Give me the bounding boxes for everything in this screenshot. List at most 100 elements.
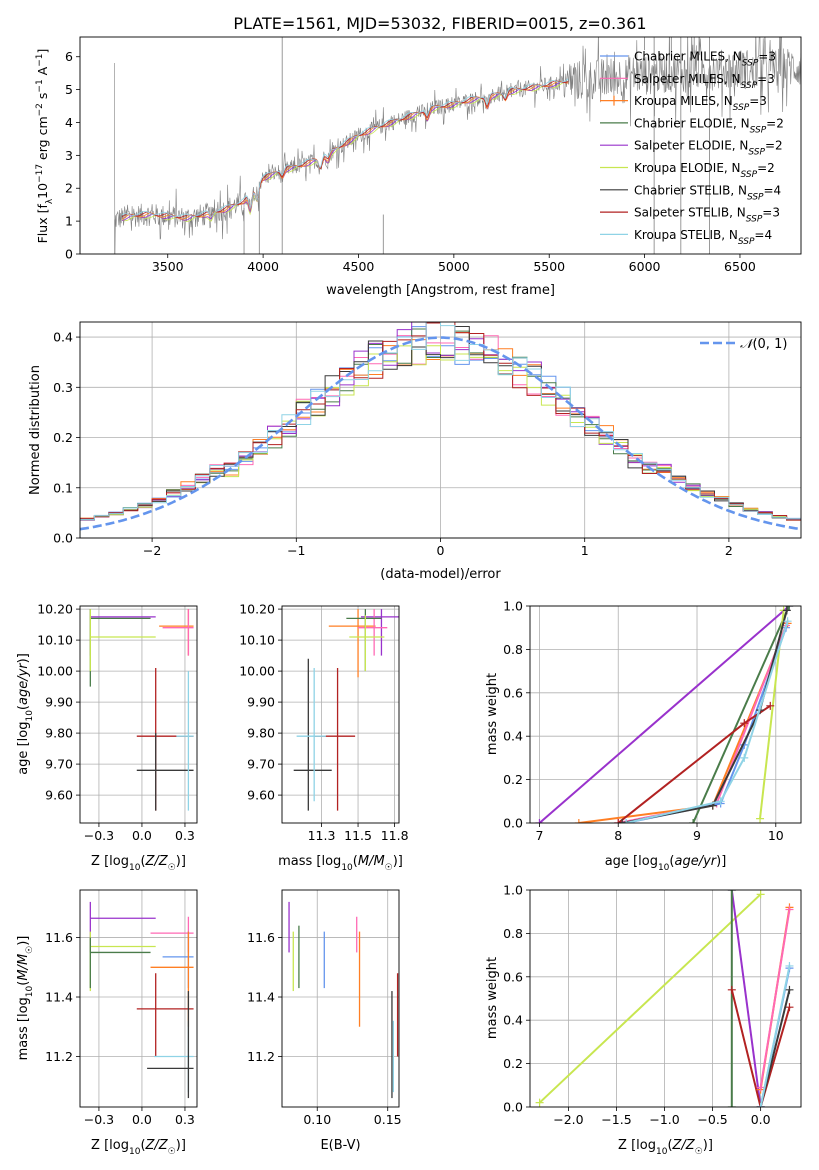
x-tick-label: 1 (581, 543, 589, 558)
x-axis-label: age [log10(age/yr)] (605, 854, 727, 873)
y-tick-label: 9.70 (247, 757, 275, 772)
y-tick-label: 5 (65, 82, 73, 97)
legend-label: Chabrier STELIB, NSSP=4 (634, 183, 781, 202)
point-salpeter_stelib (136, 973, 194, 1057)
mass_vs_Z-panel: −0.3 0.0 0.3 11.2 11.4 11.6 Z [log10(Z/Z☉)] mas… (16, 889, 198, 1157)
series-marker (783, 617, 792, 626)
y-tick-label: 0.4 (503, 1013, 523, 1028)
point-chabrier_elodie (89, 937, 151, 989)
y-tick-label: 9.80 (247, 726, 275, 741)
weight_vs_age-panel: 7 8 9 10 0.0 0.2 0.4 0.6 0.8 1.0 age [log10(age/yr… (485, 599, 802, 873)
y-tick-label: 10.00 (239, 664, 275, 679)
legend-label: Kroupa ELODIE, NSSP=2 (634, 161, 775, 180)
y-tick-label: 0.6 (503, 685, 523, 700)
axes-frame (79, 605, 198, 824)
legend-label: Kroupa STELIB, NSSP=4 (634, 228, 772, 247)
x-axis-label: mass [log10(M/M☉)] (278, 854, 403, 873)
y-tick-label: 0.4 (503, 729, 523, 744)
series-marker (756, 1083, 765, 1092)
spectrum-plot-area (114, 37, 801, 254)
x-axis-label: (data-model)/error (380, 567, 501, 582)
y-tick-label: 11.2 (45, 1049, 73, 1064)
y-tick-label: 0.8 (503, 926, 523, 941)
y-tick-label: 4 (65, 115, 73, 130)
x-tick-label: 9 (693, 828, 701, 843)
x-axis-label: Z [log10(Z/Z☉)] (91, 1138, 186, 1157)
y-tick-label: 0.2 (503, 772, 523, 787)
y-tick-label: 1.0 (503, 599, 523, 614)
y-tick-label: 11.4 (247, 990, 275, 1005)
point-salpeter_miles (358, 609, 388, 656)
data-spectrum (114, 37, 801, 254)
x-tick-label: 5500 (533, 259, 565, 274)
series-marker (740, 719, 749, 728)
series-marker (716, 797, 725, 806)
series-marker (785, 905, 794, 914)
series-line (538, 893, 762, 1104)
series-marker (689, 819, 698, 823)
series-marker (782, 606, 791, 615)
x-tick-label: 2 (725, 543, 733, 558)
y-tick-label: 9.80 (45, 726, 73, 741)
series-kroupa_stelib (622, 617, 792, 823)
x-tick-label: 11.8 (381, 828, 409, 843)
series-marker (535, 819, 544, 823)
y-tick-label: 3 (65, 148, 73, 163)
series-salpeter_miles (756, 905, 794, 1092)
y-tick-label: 9.90 (247, 695, 275, 710)
series-marker (785, 606, 794, 610)
series-line (625, 620, 789, 823)
series-line (538, 606, 790, 823)
x-tick-label: 4000 (247, 259, 279, 274)
x-tick-label: 0.10 (303, 1112, 331, 1127)
y-axis-label: Flux [fλ10−17 erg cm−2 s−1 A−1] (35, 49, 55, 244)
legend-label: Chabrier ELODIE, NSSP=2 (634, 116, 784, 135)
x-tick-label: −1.5 (601, 1112, 631, 1127)
x-tick-label: −2 (143, 543, 161, 558)
y-tick-label: 0.0 (503, 1100, 523, 1115)
axes-frame (529, 889, 802, 1108)
y-tick-label: 0 (65, 247, 73, 262)
mass_vs_ebv-panel: 0.10 0.15 11.2 11.4 11.6 E(B-V) (247, 889, 402, 1153)
x-tick-label: 0.15 (374, 1112, 402, 1127)
axes-frame (79, 321, 802, 539)
y-axis-label: mass [log10(M/M☉)] (16, 936, 35, 1061)
y-tick-label: 0.3 (53, 380, 73, 395)
x-tick-label: −1.0 (649, 1112, 679, 1127)
point-kroupa_stelib (296, 668, 326, 802)
x-tick-label: 0.0 (751, 1112, 771, 1127)
series-marker (785, 961, 794, 970)
x-tick-label: 8 (614, 828, 622, 843)
y-axis-label: age [log10(age/yr)] (16, 653, 35, 775)
axes-frame (281, 889, 400, 1108)
legend-label: Salpeter ELODIE, NSSP=2 (634, 139, 783, 158)
x-tick-label: 5000 (438, 259, 470, 274)
y-tick-label: 9.60 (247, 788, 275, 803)
age_vs_mass-panel: 11.3 11.5 11.8 9.60 9.70 9.80 9.90 10.00 10.10 10… (239, 602, 408, 873)
point-chabrier_stelib (293, 658, 332, 811)
legend-label: Salpeter MILES, NSSP=3 (634, 72, 775, 91)
residuals-plot-area (80, 322, 801, 538)
point-chabrier_stelib (136, 733, 194, 811)
y-axis-label: Normed distribution (28, 365, 43, 495)
y-tick-label: 11.6 (247, 930, 275, 945)
age_vs_Z-panel: −0.3 0.0 0.3 9.60 9.70 9.80 9.90 10.00 10.10 10.2… (16, 602, 198, 873)
x-tick-label: 11.5 (344, 828, 372, 843)
histogram-kroupa_stelib (80, 322, 801, 538)
series-salpeter_stelib (614, 701, 775, 823)
x-tick-label: 11.3 (308, 828, 336, 843)
x-tick-label: 3500 (152, 259, 184, 274)
x-axis-label: wavelength [Angstrom, rest frame] (326, 283, 555, 298)
series-marker (785, 985, 794, 994)
series-line (692, 606, 791, 823)
legend: 𝒩(0, 1) (700, 337, 787, 352)
legend-label: 𝒩(0, 1) (740, 337, 787, 352)
series-line (759, 909, 791, 1088)
series-marker (535, 1098, 544, 1107)
x-tick-label: −0.3 (84, 1112, 114, 1127)
chart-layer: 3500 4000 4500 5000 5500 6000 6500 0 1 2 3 4 5 6 wavel… (16, 36, 802, 1157)
series-line (730, 989, 791, 1107)
series-marker (618, 819, 627, 823)
legend-label: Chabrier MILES, NSSP=3 (634, 50, 776, 69)
